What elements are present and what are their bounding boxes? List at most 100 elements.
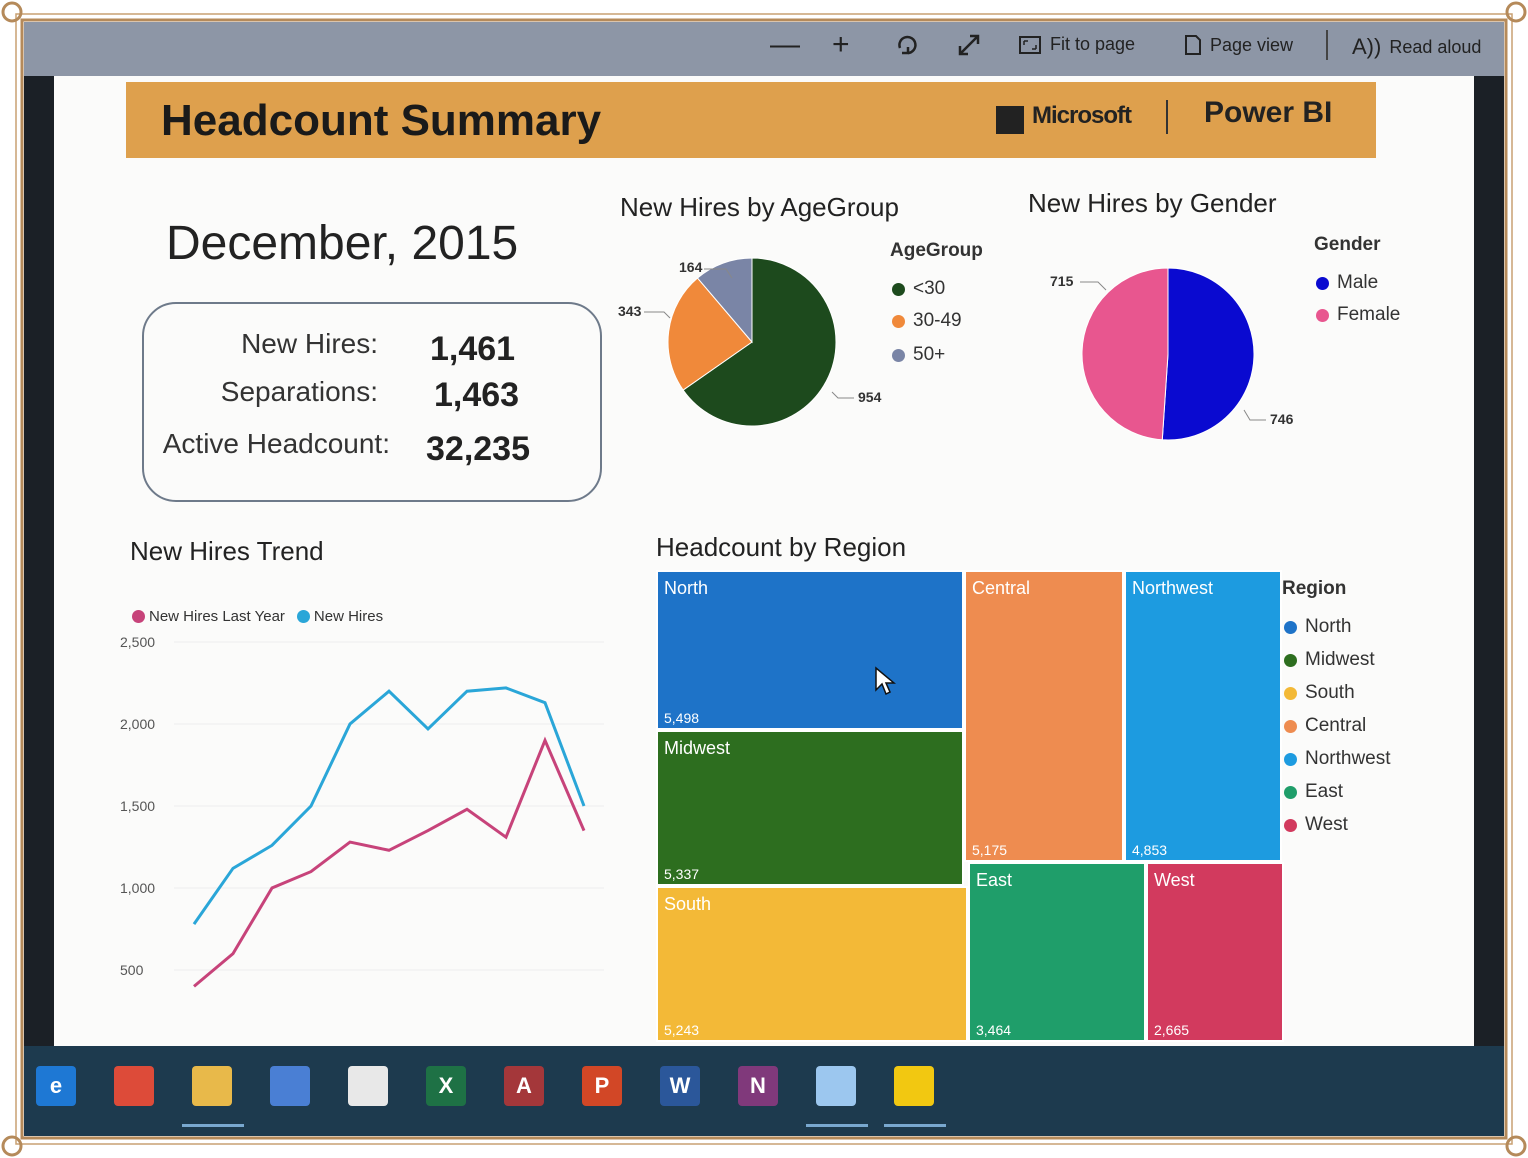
y-tick-label: 2,500 — [120, 634, 155, 650]
treemap-value: 3,464 — [976, 1022, 1012, 1038]
access-icon[interactable]: A — [504, 1066, 544, 1106]
fit-to-page-button[interactable]: Fit to page — [1018, 34, 1135, 55]
treemap-label: East — [976, 870, 1013, 890]
legend-dot-icon — [1284, 719, 1297, 733]
read-aloud-label: Read aloud — [1389, 36, 1482, 57]
y-tick-label: 1,500 — [120, 798, 155, 814]
pie-slice[interactable] — [1161, 267, 1255, 441]
kpi-value: 1,461 — [430, 330, 516, 368]
reader-icon[interactable] — [816, 1066, 856, 1106]
age-legend-item[interactable]: <30 — [892, 278, 945, 300]
excel-icon[interactable]: X — [426, 1066, 466, 1106]
gender-legend-item[interactable]: Female — [1316, 304, 1400, 326]
region-legend-item[interactable]: Northwest — [1284, 748, 1391, 770]
pie-data-label: 954 — [858, 389, 882, 405]
region-treemap[interactable]: North 5,498 Midwest 5,337 South 5,243 Ce… — [656, 570, 1284, 1042]
treemap-value: 4,853 — [1132, 842, 1168, 858]
legend-dot-icon — [1316, 276, 1329, 290]
treemap-cell-midwest[interactable]: Midwest 5,337 — [656, 730, 964, 886]
powerpoint-icon[interactable]: P — [582, 1066, 622, 1106]
pie-data-label: 164 — [679, 259, 703, 275]
report-page: Headcount Summary Microsoft Power BI Dec… — [54, 76, 1474, 1066]
legend-label: New Hires Last Year — [149, 608, 285, 625]
brand-divider — [1166, 100, 1168, 134]
edge-icon[interactable]: e — [36, 1066, 76, 1106]
pie-slice[interactable] — [682, 257, 837, 427]
store-icon[interactable] — [270, 1066, 310, 1106]
pie-slice[interactable] — [696, 257, 753, 344]
gender-legend-item[interactable]: Male — [1316, 272, 1378, 294]
treemap-value: 5,337 — [664, 866, 700, 882]
pie-slice[interactable] — [1081, 267, 1169, 441]
treemap-cell-central[interactable]: Central 5,175 — [964, 570, 1124, 862]
region-legend-item[interactable]: South — [1284, 682, 1355, 704]
treemap-cell-northwest[interactable]: Northwest 4,853 — [1124, 570, 1282, 862]
pie-data-label: 746 — [1270, 411, 1294, 427]
treemap-cell-west[interactable]: West 2,665 — [1146, 862, 1284, 1042]
age-legend-item[interactable]: 50+ — [892, 344, 945, 366]
kpi-label: Active Headcount: — [162, 428, 390, 459]
power-bi-brand: Power BI — [1204, 96, 1333, 129]
report-banner: Headcount Summary Microsoft Power BI — [126, 82, 1376, 158]
gender-pie-chart[interactable]: 715 746 — [1044, 266, 1304, 446]
y-tick-label: 500 — [120, 962, 144, 978]
legend-label: New Hires — [313, 608, 384, 625]
region-legend-item[interactable]: Midwest — [1284, 649, 1375, 671]
legend-label: North — [1305, 616, 1352, 637]
region-legend-item[interactable]: Central — [1284, 715, 1366, 737]
page-view-button[interactable]: Page view — [1184, 34, 1293, 56]
pie-slice[interactable] — [667, 277, 753, 391]
region-legend-item[interactable]: West — [1284, 814, 1348, 836]
period-title: December, 2015 — [166, 217, 519, 270]
legend-dot-icon — [1284, 818, 1297, 832]
pie-data-label: 343 — [618, 303, 642, 319]
legend-dot-icon — [296, 610, 310, 623]
treemap-value: 5,498 — [664, 710, 700, 726]
treemap-cell-south[interactable]: South 5,243 — [656, 886, 968, 1042]
region-legend-item[interactable]: East — [1284, 781, 1343, 803]
gender-chart-title: New Hires by Gender — [1028, 188, 1277, 218]
legend-label: Central — [1305, 715, 1367, 736]
mail-icon[interactable] — [348, 1066, 388, 1106]
age-legend-title: AgeGroup — [890, 240, 983, 261]
treemap-label: West — [1154, 870, 1195, 890]
treemap-label: Midwest — [664, 738, 731, 758]
legend-dot-icon — [1316, 308, 1329, 322]
read-aloud-button[interactable]: A)) Read aloud — [1352, 34, 1481, 60]
active-app-indicator — [806, 1124, 868, 1127]
legend-label: 30-49 — [913, 310, 962, 331]
zoom-out-button[interactable]: — — [770, 28, 800, 61]
trend-series-line[interactable] — [193, 736, 586, 988]
trend-series-line[interactable] — [192, 686, 586, 925]
toolbar-divider — [1326, 30, 1328, 60]
legend-dot-icon — [1284, 620, 1297, 634]
file-explorer-icon[interactable] — [192, 1066, 232, 1106]
legend-dot-icon — [1284, 785, 1297, 799]
fullscreen-button[interactable] — [954, 30, 984, 66]
legend-label: Midwest — [1305, 649, 1375, 670]
treemap-label: South — [664, 894, 712, 914]
age-legend-item[interactable]: 30-49 — [892, 310, 962, 332]
treemap-value: 5,243 — [664, 1022, 700, 1038]
treemap-label: Northwest — [1132, 578, 1214, 598]
onenote-icon[interactable]: N — [738, 1066, 778, 1106]
chrome-icon[interactable] — [114, 1066, 154, 1106]
legend-dot-icon — [1284, 686, 1297, 700]
rotate-button[interactable] — [892, 30, 922, 66]
treemap-cell-north[interactable]: North 5,498 — [656, 570, 964, 730]
age-chart-title: New Hires by AgeGroup — [620, 192, 899, 222]
kpi-label: Separations: — [220, 376, 378, 407]
power-bi-icon[interactable] — [894, 1066, 934, 1106]
region-legend-item[interactable]: North — [1284, 616, 1351, 638]
legend-dot-icon — [1284, 653, 1297, 667]
age-pie-chart[interactable]: 164 343 954 — [614, 256, 1034, 456]
read-aloud-icon: A)) — [1352, 34, 1382, 59]
treemap-cell-east[interactable]: East 3,464 — [968, 862, 1146, 1042]
fit-page-icon — [1019, 35, 1041, 54]
trend-legend: New Hires Last Year New Hires — [132, 608, 383, 625]
word-icon[interactable]: W — [660, 1066, 700, 1106]
legend-dot-icon — [892, 282, 905, 296]
zoom-in-button[interactable]: + — [832, 28, 850, 61]
